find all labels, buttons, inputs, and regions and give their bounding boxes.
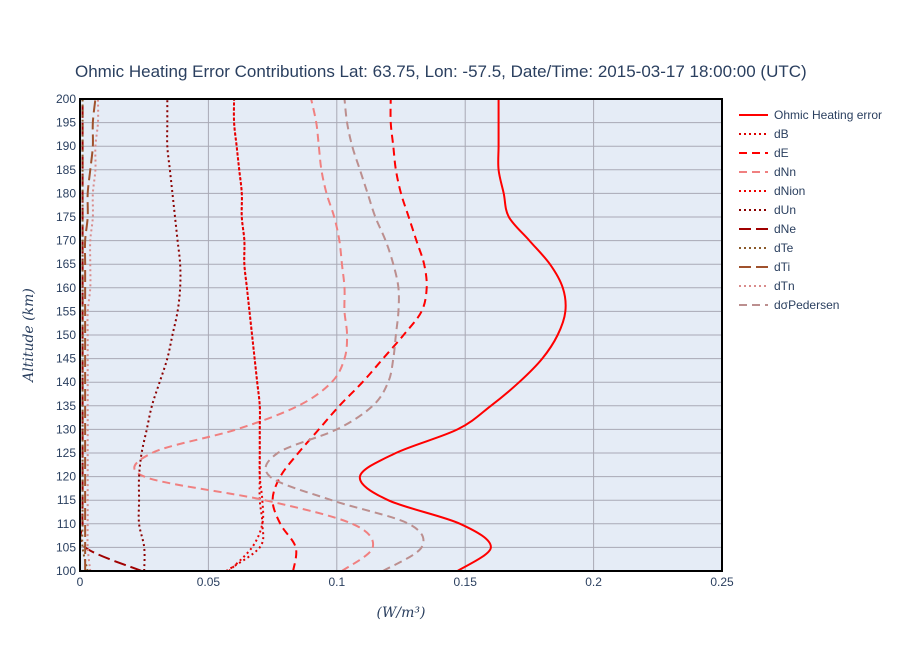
y-tick-label: 160 [56, 281, 76, 295]
legend-label: Ohmic Heating error [774, 108, 882, 122]
series-line-3 [133, 98, 375, 572]
x-tick-label: 0.1 [328, 575, 345, 589]
series-line-2 [271, 98, 428, 572]
legend-label: dB [774, 127, 789, 141]
y-tick-label: 155 [56, 304, 76, 318]
series-line-10 [264, 98, 425, 572]
legend-item[interactable]: dUn [739, 203, 796, 217]
legend-label: dE [774, 146, 789, 160]
legend-item[interactable]: dTn [739, 279, 795, 293]
chart-title: Ohmic Heating Error Contributions Lat: 6… [75, 62, 807, 81]
legend-label: dNe [774, 222, 796, 236]
legend-item[interactable]: dNe [739, 222, 796, 236]
legend-label: dUn [774, 203, 796, 217]
y-tick-label: 200 [56, 92, 76, 106]
y-tick-label: 140 [56, 375, 76, 389]
y-tick-labels: 100 105 110 115 120 125 130 135 140 145 150 155 160 1… [56, 92, 76, 578]
legend-label: dσPedersen [774, 298, 839, 312]
y-tick-label: 150 [56, 328, 76, 342]
y-tick-label: 110 [57, 517, 76, 531]
y-tick-label: 190 [56, 139, 76, 153]
series-line-7 [81, 99, 89, 572]
y-tick-label: 185 [56, 163, 76, 177]
y-tick-label: 105 [56, 540, 76, 554]
series-line-8 [83, 98, 97, 571]
legend-label: dTi [774, 260, 790, 274]
y-tick-label: 175 [56, 210, 76, 224]
legend[interactable]: Ohmic Heating error dB dE dNn dNion dUn dNe dTe… [739, 108, 882, 312]
y-tick-label: 165 [56, 257, 76, 271]
x-tick-label: 0.15 [454, 575, 478, 589]
series-line-9 [86, 98, 100, 572]
y-tick-label: 135 [56, 399, 76, 413]
series-line-5 [137, 99, 182, 572]
y-tick-label: 115 [57, 493, 76, 507]
legend-item[interactable]: dE [739, 146, 789, 160]
legend-label: dTe [774, 241, 794, 255]
legend-item[interactable]: dNion [739, 184, 805, 198]
plot-frame [79, 98, 723, 572]
y-tick-label: 195 [56, 116, 76, 130]
x-axis-title: (W/m³) [377, 605, 426, 621]
y-tick-label: 145 [56, 352, 76, 366]
series-lines [79, 98, 567, 572]
y-axis-title: Altitude (km) [21, 288, 37, 384]
y-tick-label: 100 [56, 564, 76, 578]
legend-item[interactable]: dTe [739, 241, 794, 255]
y-tick-label: 170 [56, 234, 76, 248]
series-line-0 [358, 99, 567, 572]
x-tick-label: 0.2 [585, 575, 602, 589]
x-tick-labels: 0 0.05 0.1 0.15 0.2 0.25 [77, 575, 734, 589]
grid-lines [80, 99, 722, 571]
legend-label: dNion [774, 184, 805, 198]
x-tick-label: 0.05 [197, 575, 221, 589]
legend-item[interactable]: dσPedersen [739, 298, 839, 312]
y-tick-label: 125 [56, 446, 76, 460]
y-tick-label: 120 [56, 470, 76, 484]
legend-item[interactable]: dTi [739, 260, 790, 274]
x-tick-label: 0.25 [710, 575, 734, 589]
legend-item[interactable]: dB [739, 127, 789, 141]
legend-label: dTn [774, 279, 795, 293]
y-tick-label: 180 [56, 186, 76, 200]
x-tick-label: 0 [77, 575, 84, 589]
legend-item[interactable]: dNn [739, 165, 796, 179]
legend-label: dNn [774, 165, 796, 179]
y-tick-label: 130 [56, 422, 76, 436]
series-line-1 [225, 98, 265, 572]
legend-item[interactable]: Ohmic Heating error [739, 108, 882, 122]
